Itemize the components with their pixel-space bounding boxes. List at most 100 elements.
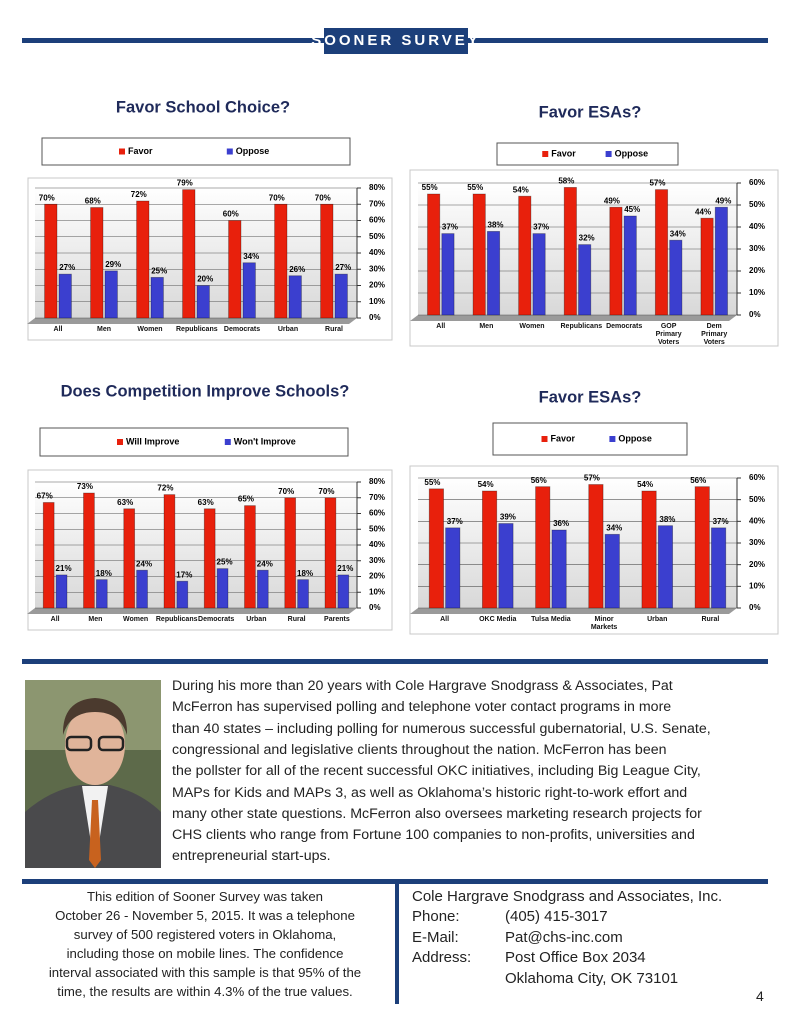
bio-line: many other state questions. McFerron als… xyxy=(172,805,702,822)
bar xyxy=(242,262,256,319)
value-label: 67% xyxy=(37,492,53,501)
value-label: 70% xyxy=(269,193,285,202)
legend-swatch xyxy=(541,436,548,442)
value-label: 49% xyxy=(715,196,731,205)
bar xyxy=(609,206,623,316)
bar xyxy=(427,193,441,316)
bar xyxy=(90,207,104,319)
value-label: 70% xyxy=(315,193,331,202)
bar xyxy=(472,193,486,316)
bar xyxy=(42,502,55,609)
bar xyxy=(334,273,348,319)
value-label: 60% xyxy=(223,210,239,219)
chart-title: Favor School Choice? xyxy=(116,98,290,116)
y-tick-label: 0% xyxy=(369,313,381,322)
legend-swatch xyxy=(226,148,233,155)
y-tick-label: 0% xyxy=(369,603,381,612)
bar xyxy=(641,490,657,609)
x-tick-label: Democrats xyxy=(198,616,235,623)
bar xyxy=(256,569,269,609)
value-label: 29% xyxy=(105,260,121,269)
bar xyxy=(324,497,337,609)
methodology-line: including those on mobile lines. The con… xyxy=(66,946,344,961)
bar xyxy=(83,492,95,609)
company-name: Cole Hargrave Snodgrass and Associates, … xyxy=(412,888,723,905)
y-tick-label: 70% xyxy=(369,199,385,208)
y-tick-label: 30% xyxy=(749,538,765,547)
value-label: 58% xyxy=(558,177,574,186)
x-tick-label: Urban xyxy=(277,326,299,333)
x-tick-label: Women xyxy=(137,326,163,333)
y-tick-label: 40% xyxy=(749,222,765,231)
bar xyxy=(578,244,592,316)
value-label: 54% xyxy=(478,480,494,489)
y-tick-label: 0% xyxy=(749,603,761,612)
section-rule xyxy=(22,659,768,664)
bar xyxy=(604,533,620,609)
bar xyxy=(563,186,577,316)
bar xyxy=(288,275,302,319)
value-label: 37% xyxy=(447,517,463,526)
y-tick-label: 30% xyxy=(369,264,385,273)
legend-swatch xyxy=(119,148,125,155)
bar xyxy=(588,484,604,609)
value-label: 34% xyxy=(243,252,259,261)
legend-label: Won't Improve xyxy=(234,436,296,446)
x-tick-label: All xyxy=(440,616,450,623)
x-tick-label: Democrats xyxy=(606,323,643,330)
x-tick-label: Tulsa Media xyxy=(531,616,571,623)
bar xyxy=(216,568,229,609)
value-label: 65% xyxy=(238,495,254,504)
x-tick-label: Democrats xyxy=(223,326,261,333)
bar xyxy=(136,569,148,609)
bar xyxy=(244,505,256,609)
y-tick-label: 60% xyxy=(369,216,385,225)
y-tick-label: 60% xyxy=(369,509,385,518)
bar xyxy=(518,195,532,316)
value-label: 27% xyxy=(59,263,75,272)
value-label: 36% xyxy=(553,519,569,528)
x-tick-label: Parents xyxy=(324,616,350,623)
value-label: 38% xyxy=(488,221,504,230)
methodology-line: This edition of Sooner Survey was taken xyxy=(86,889,324,904)
value-label: 34% xyxy=(670,229,686,238)
value-label: 34% xyxy=(606,523,622,532)
contact-value: Pat@chs-inc.com xyxy=(505,928,623,946)
y-tick-label: 40% xyxy=(369,540,385,549)
bar xyxy=(711,527,727,609)
bar xyxy=(176,580,189,609)
value-label: 18% xyxy=(297,569,313,578)
bio-line: entrepreneurial start-ups. xyxy=(172,848,331,865)
y-tick-label: 50% xyxy=(749,200,765,209)
value-label: 72% xyxy=(157,484,173,493)
legend-box xyxy=(39,427,349,457)
contact-label: Phone: xyxy=(412,908,460,925)
bar xyxy=(657,525,674,609)
x-tick-label: Men xyxy=(88,616,103,623)
value-label: 55% xyxy=(467,183,483,192)
value-label: 63% xyxy=(117,498,133,507)
value-label: 54% xyxy=(637,480,653,489)
y-tick-label: 50% xyxy=(369,232,385,241)
value-label: 17% xyxy=(176,570,192,579)
value-label: 57% xyxy=(649,179,665,188)
legend-label: Oppose xyxy=(236,146,270,156)
legend-swatch xyxy=(117,439,123,445)
bar xyxy=(284,497,297,609)
x-tick-label: Republicans xyxy=(560,323,603,330)
bar xyxy=(274,203,288,319)
x-tick-label: Republicans xyxy=(155,616,198,623)
bio-line: congressional and legislative clients th… xyxy=(172,741,667,758)
x-tick-label: Rural xyxy=(325,326,343,333)
bar xyxy=(498,523,514,609)
bar xyxy=(694,486,710,609)
bar xyxy=(669,239,683,316)
y-tick-label: 50% xyxy=(749,495,765,504)
x-tick-label: GOP Primary Voters xyxy=(655,323,682,346)
y-tick-label: 80% xyxy=(369,183,385,192)
methodology-line: survey of 500 registered voters in Oklah… xyxy=(73,927,337,942)
methodology-line: interval associated with this sample is … xyxy=(48,965,362,980)
bar xyxy=(428,488,444,609)
bar xyxy=(532,233,546,316)
y-tick-label: 40% xyxy=(369,248,385,257)
